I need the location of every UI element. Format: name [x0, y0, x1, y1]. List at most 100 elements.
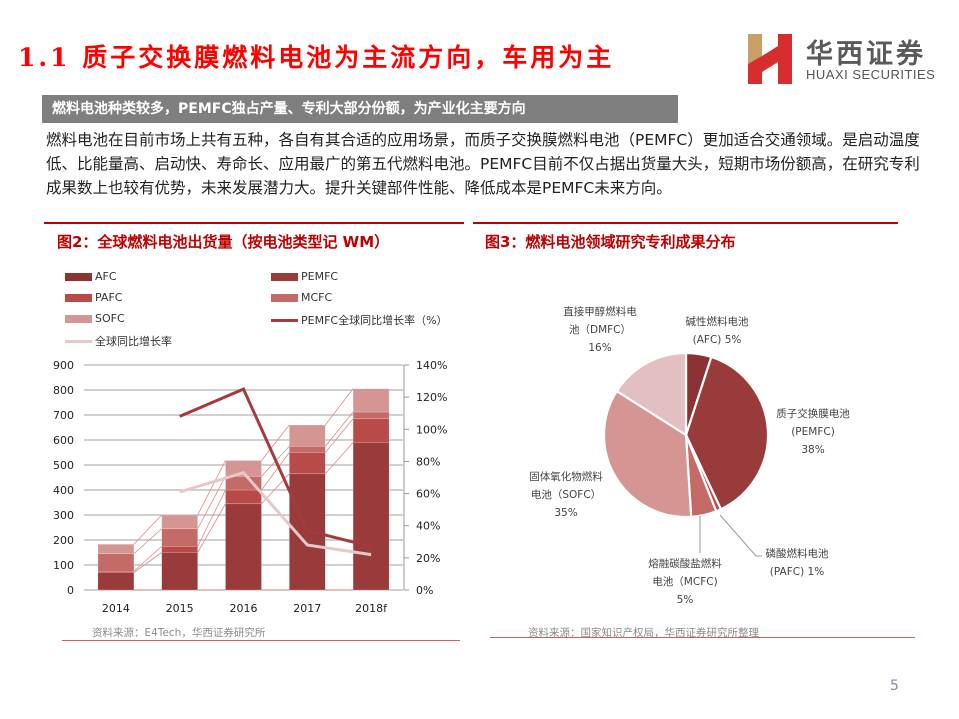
bar-segment-pafc: [225, 489, 262, 505]
bar-segment-pemfc: [225, 503, 262, 591]
legend-item-pafc: PAFC: [65, 291, 122, 304]
series-connector-line: [261, 424, 290, 461]
series-connector-line: [324, 418, 354, 453]
legend-item-pemfc-growth: PEMFC全球同比增长率（%）: [271, 312, 448, 328]
bar-segment-mcfc: [352, 411, 390, 420]
series-connector-line: [133, 514, 162, 545]
pie-label-afc: (AFC) 5%: [693, 334, 742, 346]
legend-item-sofc: SOFC: [65, 312, 125, 325]
figure3-source: 资料来源：国家知识产权局，华西证券研究所整理: [528, 627, 759, 639]
series-connector-line: [197, 503, 226, 553]
figure3-pie-chart: 碱性燃料电池 (AFC) 5% 质子交换膜电池 (PEMFC) 38% 磷酸燃料电池 (PA…: [529, 305, 850, 606]
bar-segment-pemfc: [97, 572, 135, 591]
figure2-bottom-rule: [62, 640, 460, 641]
y-tick-label: 600: [53, 434, 74, 447]
body-paragraph: 燃料电池在目前市场上共有五种，各自有其合适的应用场景，而质子交换膜燃料电池（PE…: [46, 131, 920, 197]
afc-swatch-icon: [65, 272, 92, 281]
bar-segment-sofc: [352, 388, 390, 413]
series-connector-line: [133, 545, 162, 572]
legend-item-mcfc: MCFC: [271, 291, 332, 304]
y-tick-label: 400: [53, 484, 74, 497]
sofc-swatch-icon: [65, 314, 92, 323]
x-tick-label: 2016: [230, 602, 258, 615]
series-connector-line: [325, 442, 354, 475]
x-tick-label: 2017: [293, 602, 321, 615]
pie-label-pafc: 磷酸燃料电池: [766, 547, 829, 560]
pie-label-afc: 碱性燃料电池: [686, 315, 749, 328]
series-connector-line: [197, 460, 226, 516]
figure2-top-rule: [44, 222, 464, 224]
bar-segment-pafc: [161, 545, 198, 553]
series-connector-line: [324, 411, 354, 447]
y-tick-label: 300: [53, 509, 74, 522]
pemfc-swatch-icon: [271, 272, 298, 281]
pie-label-pemfc: (PEMFC): [791, 426, 835, 438]
y2-tick-label: 120%: [416, 391, 447, 404]
series-connector-line: [133, 528, 162, 555]
y-tick-label: 700: [53, 409, 74, 422]
mcfc-swatch-icon: [271, 293, 298, 302]
pie-slice: [602, 389, 693, 519]
bar-segment-mcfc: [97, 553, 135, 572]
huaxi-logo: 华西证券 HUAXI SECURITIES: [748, 32, 948, 84]
figure2-source: 资料来源：E4Tech，华西证券研究所: [92, 627, 266, 639]
pie-label-mcfc: 电池（MCFC): [652, 575, 717, 588]
y2-tick-label: 80%: [416, 455, 440, 468]
huaxi-h-logo-icon: [748, 34, 792, 84]
series-connector-line: [261, 452, 290, 491]
bar-segment-pemfc: [352, 442, 390, 591]
y-tick-label: 900: [53, 359, 74, 372]
total-growth-line-icon: [65, 339, 92, 343]
total-growth-line: [179, 470, 372, 557]
y-tick-label: 200: [53, 534, 74, 547]
figure3-title: 图3：燃料电池领域研究专利成果分布: [485, 233, 736, 251]
bar-segment-sofc: [225, 460, 262, 477]
legend-item-pemfc: PEMFC: [271, 270, 338, 283]
pie-label-pemfc: 质子交换膜电池: [776, 407, 850, 420]
figure3-bottom-rule: [490, 637, 915, 638]
pemfc-growth-line: [179, 387, 372, 549]
bar-segment-pemfc: [161, 552, 198, 591]
x-tick-label: 2014: [102, 602, 130, 615]
page-title: 1.1 质子交换膜燃料电池为主流方向，车用为主: [18, 43, 615, 72]
pemfc-growth-line-icon: [271, 318, 298, 322]
pie-label-sofc: 固体氧化物燃料: [529, 470, 603, 483]
bar-segment-pafc: [288, 452, 326, 475]
pie-label-mcfc: 5%: [677, 594, 694, 606]
pafc-swatch-icon: [65, 293, 92, 302]
series-connector-line: [197, 476, 226, 529]
y2-tick-label: 100%: [416, 423, 447, 436]
y2-tick-label: 20%: [416, 552, 440, 565]
series-connector-line: [197, 489, 226, 547]
bar-segment-sofc: [97, 543, 135, 555]
y-tick-label: 500: [53, 459, 74, 472]
figure3-top-rule: [473, 222, 898, 224]
y-tick-label: 0: [67, 584, 74, 597]
logo-chinese-text: 华西证券: [806, 39, 926, 70]
logo-english-text: HUAXI SECURITIES: [806, 67, 936, 82]
pie-label-sofc: 35%: [554, 507, 577, 519]
pie-label-dmfc: 池（DMFC）: [569, 323, 631, 336]
page-number: 5: [890, 678, 899, 694]
bar-segment-pafc: [352, 418, 390, 443]
pie-slice: [684, 355, 770, 511]
y-tick-label: 100: [53, 559, 74, 572]
pie-label-dmfc: 16%: [588, 342, 611, 354]
pie-label-sofc: 电池（SOFC）: [531, 488, 601, 501]
y-tick-label: 800: [53, 384, 74, 397]
figure2-bar-chart: 0 100 200 300 400 500 600 700 800 900 0% 20% 40% 60% 8…: [53, 359, 447, 615]
pie-label-mcfc: 熔融碳酸盐燃料: [648, 557, 722, 570]
figure2-title: 图2：全球燃料电池出货量（按电池类型记 WM）: [57, 233, 390, 251]
x-tick-label: 2018f: [355, 602, 388, 615]
bar-segment-sofc: [161, 514, 198, 530]
y2-tick-label: 140%: [416, 359, 447, 372]
bar-segment-mcfc: [288, 445, 326, 453]
y2-tick-label: 40%: [416, 520, 440, 533]
summary-banner: 燃料电池种类较多，PEMFC独占产量、专利大部分份额，为产业化主要方向: [42, 95, 678, 123]
pie-label-pemfc: 38%: [801, 444, 824, 456]
legend-item-afc: AFC: [65, 270, 117, 283]
bar-segment-sofc: [288, 424, 326, 447]
pafc-leader-line: [719, 514, 762, 557]
series-connector-line: [133, 552, 162, 573]
bar-segment-mcfc: [161, 528, 198, 547]
